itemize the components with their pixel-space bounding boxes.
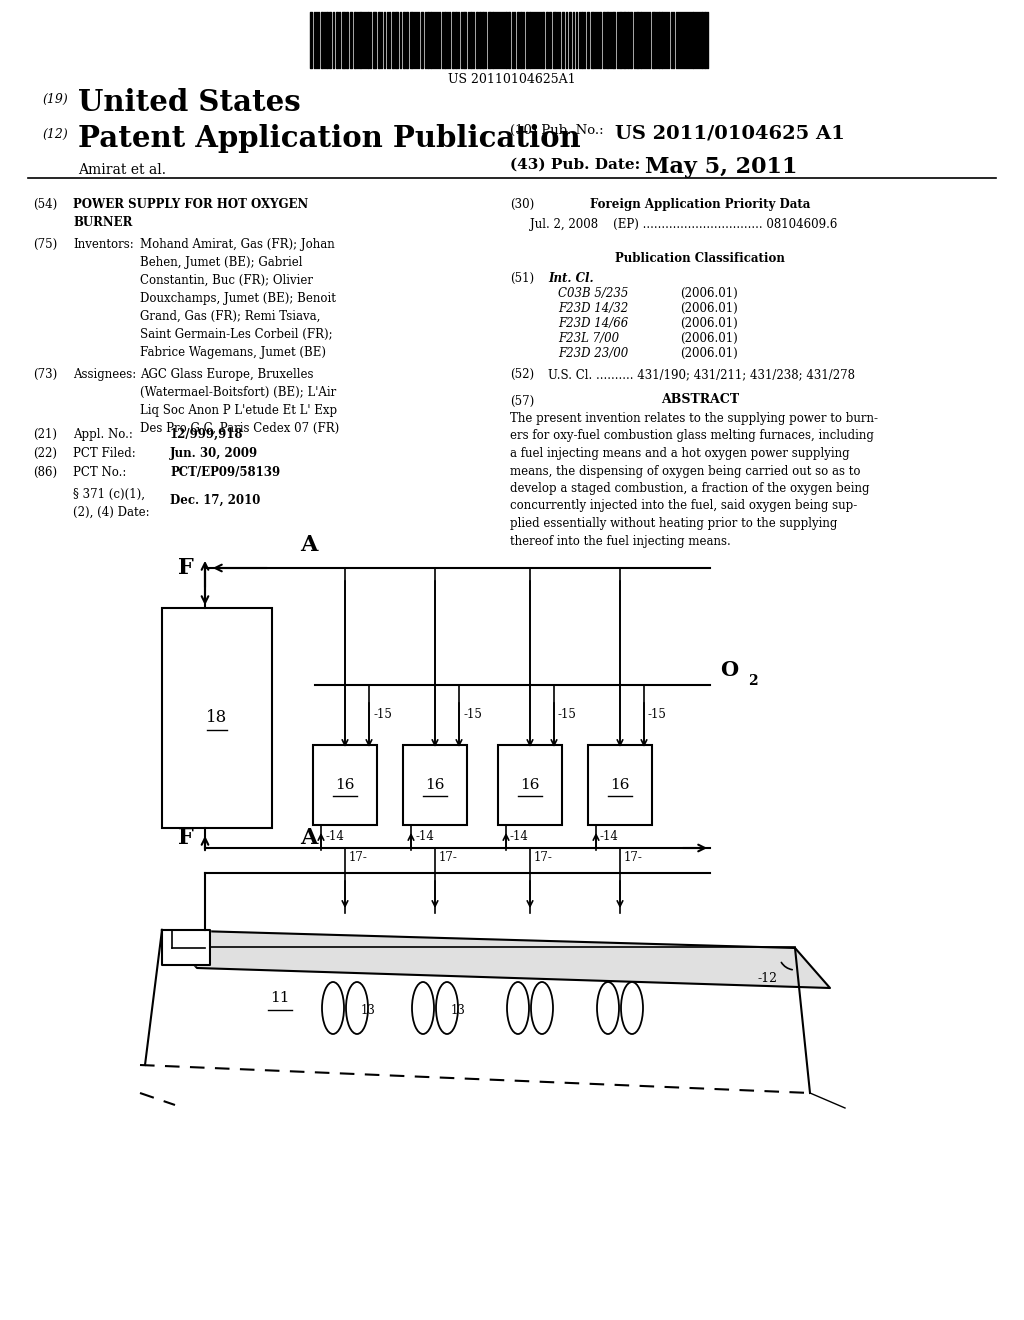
Ellipse shape [597,982,618,1034]
Text: O: O [720,660,738,680]
Text: United States: United States [78,88,301,117]
Text: § 371 (c)(1),
(2), (4) Date:: § 371 (c)(1), (2), (4) Date: [73,488,150,519]
Text: 16: 16 [610,777,630,792]
Text: -14: -14 [325,829,344,842]
Polygon shape [162,931,830,987]
Text: C03B 5/235: C03B 5/235 [558,286,629,300]
Text: F: F [178,557,194,579]
Polygon shape [162,931,210,965]
Text: 17-: 17- [349,851,368,865]
Text: (57): (57) [510,395,535,408]
Text: -14: -14 [510,829,528,842]
Text: 12/999,918: 12/999,918 [170,428,244,441]
Text: 2: 2 [748,675,758,688]
Text: 18: 18 [207,710,227,726]
Text: 17-: 17- [624,851,643,865]
Text: (43) Pub. Date:: (43) Pub. Date: [510,158,640,172]
Text: F23D 14/32: F23D 14/32 [558,302,629,315]
Text: (86): (86) [33,466,57,479]
Text: (51): (51) [510,272,535,285]
Ellipse shape [507,982,529,1034]
Text: -14: -14 [600,829,618,842]
Text: Mohand Amirat, Gas (FR); Johan
Behen, Jumet (BE); Gabriel
Constantin, Buc (FR); : Mohand Amirat, Gas (FR); Johan Behen, Ju… [140,238,336,359]
Text: -12: -12 [758,972,778,985]
Text: Inventors:: Inventors: [73,238,134,251]
Ellipse shape [412,982,434,1034]
Text: PCT Filed:: PCT Filed: [73,447,136,459]
Text: (2006.01): (2006.01) [680,347,737,360]
Text: (21): (21) [33,428,57,441]
Text: Jul. 2, 2008    (EP) ................................ 08104609.6: Jul. 2, 2008 (EP) ......................… [530,218,838,231]
Text: AGC Glass Europe, Bruxelles
(Watermael-Boitsfort) (BE); L'Air
Liq Soc Anon P L'e: AGC Glass Europe, Bruxelles (Watermael-B… [140,368,339,436]
Text: -15: -15 [463,708,482,721]
Ellipse shape [322,982,344,1034]
Text: (73): (73) [33,368,57,381]
Text: 16: 16 [520,777,540,792]
Text: -15: -15 [558,708,577,721]
Text: Assignees:: Assignees: [73,368,136,381]
Text: 13: 13 [361,1003,376,1016]
Text: (52): (52) [510,368,535,381]
Text: Patent Application Publication: Patent Application Publication [78,124,581,153]
Text: (2006.01): (2006.01) [680,333,737,345]
Text: -14: -14 [415,829,434,842]
Text: PCT/EP09/58139: PCT/EP09/58139 [170,466,281,479]
Text: 11: 11 [270,991,290,1005]
Text: (30): (30) [510,198,535,211]
Bar [162,609,272,828]
Text: -15: -15 [373,708,392,721]
Text: F: F [178,828,194,849]
Text: (75): (75) [33,238,57,251]
Bar [313,744,377,825]
Text: Appl. No.:: Appl. No.: [73,428,133,441]
Text: -15: -15 [648,708,667,721]
Text: (22): (22) [33,447,57,459]
Bar [498,744,562,825]
Text: US 20110104625A1: US 20110104625A1 [449,73,575,86]
Text: ABSTRACT: ABSTRACT [660,393,739,407]
Text: F23D 23/00: F23D 23/00 [558,347,629,360]
Text: (2006.01): (2006.01) [680,286,737,300]
Text: 17-: 17- [534,851,553,865]
Text: Amirat et al.: Amirat et al. [78,162,166,177]
Bar [588,744,652,825]
Ellipse shape [531,982,553,1034]
Bar [403,744,467,825]
Text: May 5, 2011: May 5, 2011 [645,156,798,178]
Text: (10) Pub. No.:: (10) Pub. No.: [510,124,603,137]
Text: Jun. 30, 2009: Jun. 30, 2009 [170,447,258,459]
Text: 16: 16 [335,777,354,792]
Text: 16: 16 [425,777,444,792]
Text: The present invention relates to the supplying power to burn-
ers for oxy-fuel c: The present invention relates to the sup… [510,412,878,548]
Text: Int. Cl.: Int. Cl. [548,272,594,285]
Text: US 2011/0104625 A1: US 2011/0104625 A1 [615,124,845,143]
Text: Dec. 17, 2010: Dec. 17, 2010 [170,494,260,507]
Text: Publication Classification: Publication Classification [615,252,785,265]
Text: U.S. Cl. .......... 431/190; 431/211; 431/238; 431/278: U.S. Cl. .......... 431/190; 431/211; 43… [548,368,855,381]
Text: (19): (19) [42,92,68,106]
Text: Foreign Application Priority Data: Foreign Application Priority Data [590,198,810,211]
Text: F23D 14/66: F23D 14/66 [558,317,629,330]
Ellipse shape [436,982,458,1034]
Text: (2006.01): (2006.01) [680,317,737,330]
Text: A: A [300,828,317,849]
Text: (2006.01): (2006.01) [680,302,737,315]
Text: A: A [300,535,317,556]
Text: (54): (54) [33,198,57,211]
Text: (12): (12) [42,128,68,141]
Text: F23L 7/00: F23L 7/00 [558,333,620,345]
Text: 13: 13 [451,1003,466,1016]
Ellipse shape [346,982,368,1034]
Text: PCT No.:: PCT No.: [73,466,126,479]
Text: POWER SUPPLY FOR HOT OXYGEN
BURNER: POWER SUPPLY FOR HOT OXYGEN BURNER [73,198,308,228]
Text: 17-: 17- [439,851,458,865]
Ellipse shape [621,982,643,1034]
